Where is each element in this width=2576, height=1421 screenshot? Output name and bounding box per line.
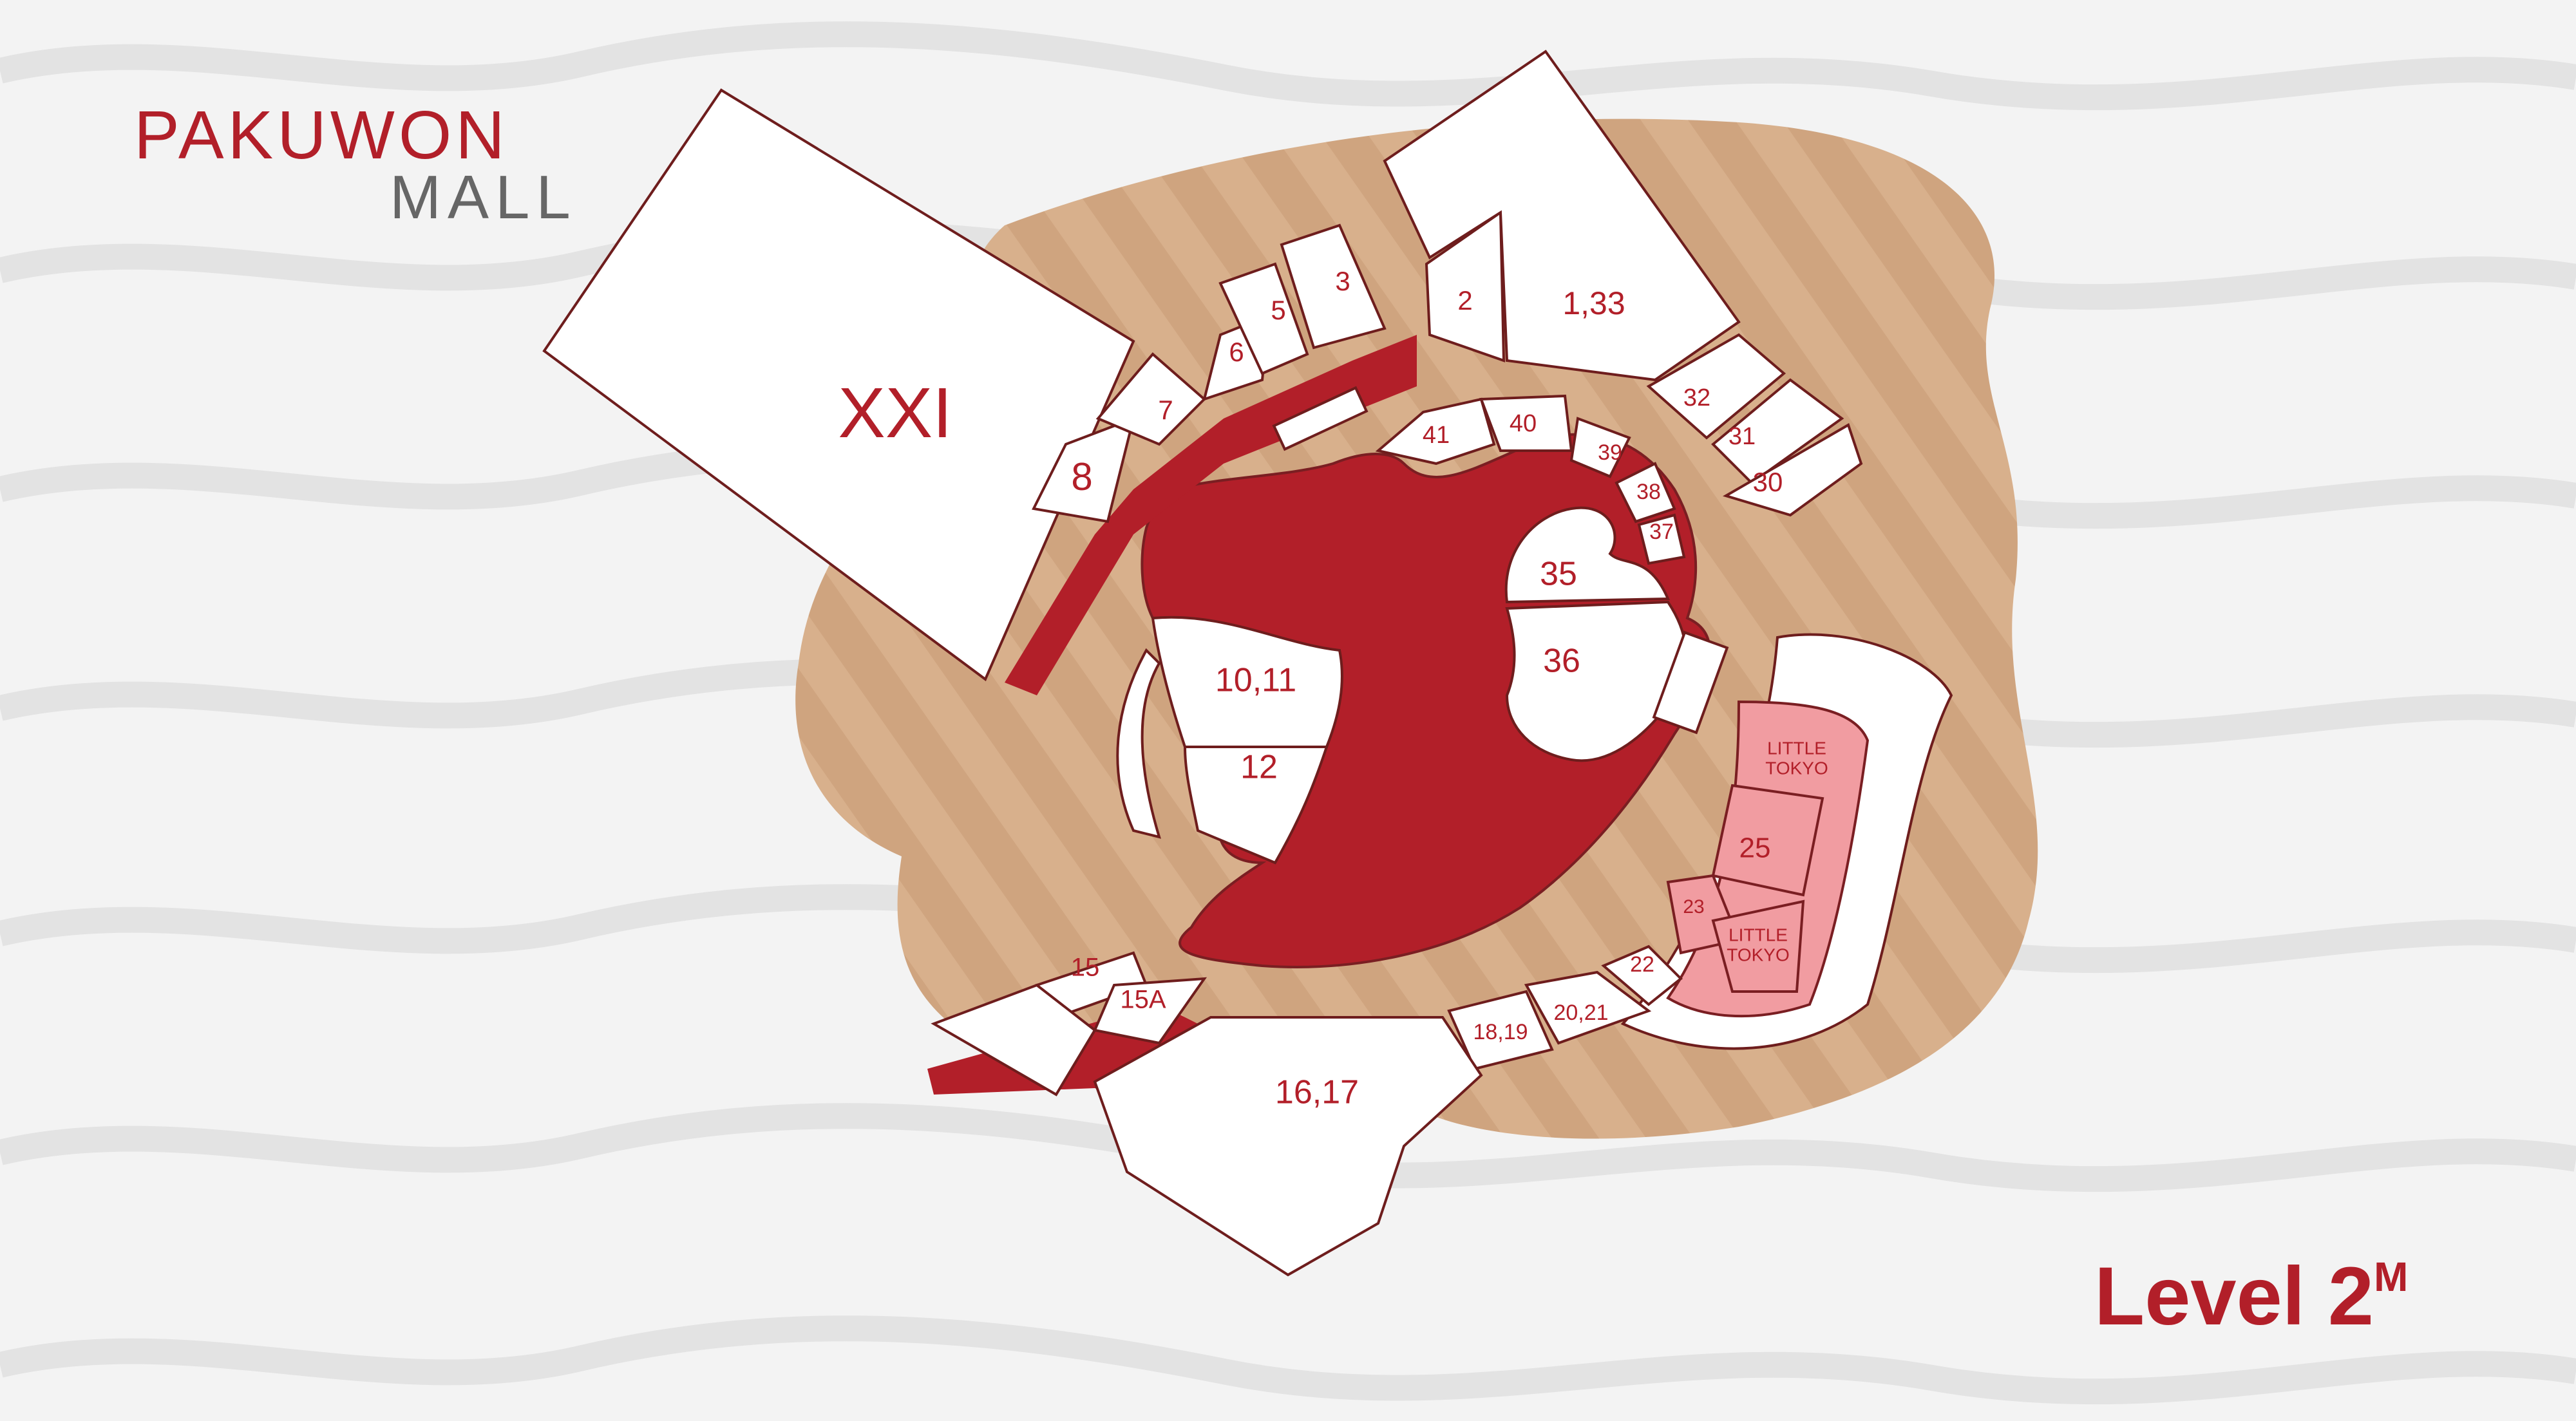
unit-label-32: 32 xyxy=(1683,384,1710,411)
mall-logo-subtitle: MALL xyxy=(390,163,577,232)
unit-label-25: 25 xyxy=(1739,833,1771,864)
unit-22[interactable] xyxy=(1601,945,1683,1006)
unit-label-2: 2 xyxy=(1457,285,1472,315)
unit-32[interactable] xyxy=(1646,333,1786,440)
unit-16-17[interactable] xyxy=(1093,1016,1483,1277)
unit-XXI[interactable] xyxy=(542,88,1135,682)
unit-10-11[interactable] xyxy=(1151,616,1343,748)
unit-15A[interactable] xyxy=(1093,977,1208,1045)
unit-label-37: 37 xyxy=(1649,520,1674,544)
walkway-west xyxy=(1116,648,1161,839)
unit-3[interactable] xyxy=(1280,223,1387,350)
unit-label-31: 31 xyxy=(1728,423,1756,450)
unit-25[interactable] xyxy=(1711,784,1824,897)
unit-1-33[interactable] xyxy=(1383,50,1741,382)
unit-label-15A: 15A xyxy=(1120,986,1166,1014)
unit-label-30: 30 xyxy=(1753,467,1783,497)
unit-label-3: 3 xyxy=(1335,266,1350,296)
unit-5[interactable] xyxy=(1218,262,1309,375)
level-text: Level 2 xyxy=(2094,1250,2374,1342)
unit-label-41: 41 xyxy=(1423,422,1450,449)
unit-little-tokyo-2[interactable] xyxy=(1711,899,1805,993)
escalator-east xyxy=(1272,386,1729,735)
unit-label-16-17: 16,17 xyxy=(1275,1074,1359,1111)
unit-label-35: 35 xyxy=(1540,556,1577,593)
unit-label-little-tokyo-2: LITTLE TOKYO xyxy=(1727,925,1790,965)
unit-label-22: 22 xyxy=(1630,952,1654,977)
unit-label-1-33: 1,33 xyxy=(1562,285,1625,321)
unit-label-5: 5 xyxy=(1271,295,1285,325)
unit-label-38: 38 xyxy=(1636,480,1661,504)
unit-label-23: 23 xyxy=(1683,896,1704,918)
unit-label-7: 7 xyxy=(1158,395,1173,425)
unit-label-39: 39 xyxy=(1598,440,1622,465)
unit-label-12: 12 xyxy=(1240,749,1278,786)
unit-30[interactable] xyxy=(1722,423,1863,517)
unit-37[interactable] xyxy=(1637,513,1686,565)
mall-logo-name: PAKUWON xyxy=(134,97,509,173)
unit-20-21[interactable] xyxy=(1524,970,1652,1045)
unit-label-XXI: XXI xyxy=(838,373,952,453)
unit-label-10-11: 10,11 xyxy=(1215,662,1296,699)
unit-label-8: 8 xyxy=(1071,455,1092,498)
unit-31[interactable] xyxy=(1711,378,1844,485)
unit-40[interactable] xyxy=(1479,394,1573,452)
unit-12[interactable] xyxy=(1183,746,1329,865)
unit-label-15: 15 xyxy=(1071,954,1100,982)
unit-label-20-21: 20,21 xyxy=(1553,1001,1608,1025)
unit-label-18-19: 18,19 xyxy=(1473,1020,1528,1044)
unit-38[interactable] xyxy=(1615,462,1676,523)
unit-39[interactable] xyxy=(1569,417,1631,478)
unit-18-19[interactable] xyxy=(1447,990,1554,1071)
unit-label-40: 40 xyxy=(1510,410,1537,437)
unit-15-wing xyxy=(931,983,1097,1096)
level-superscript: M xyxy=(2374,1254,2409,1300)
unit-41[interactable] xyxy=(1375,397,1496,466)
unit-label-36: 36 xyxy=(1543,643,1580,680)
level-indicator: Level 2M xyxy=(2094,1249,2408,1344)
unit-35[interactable] xyxy=(1504,506,1671,604)
unit-label-6: 6 xyxy=(1229,337,1244,367)
unit-label-little-tokyo-1: LITTLE TOKYO xyxy=(1765,739,1828,778)
